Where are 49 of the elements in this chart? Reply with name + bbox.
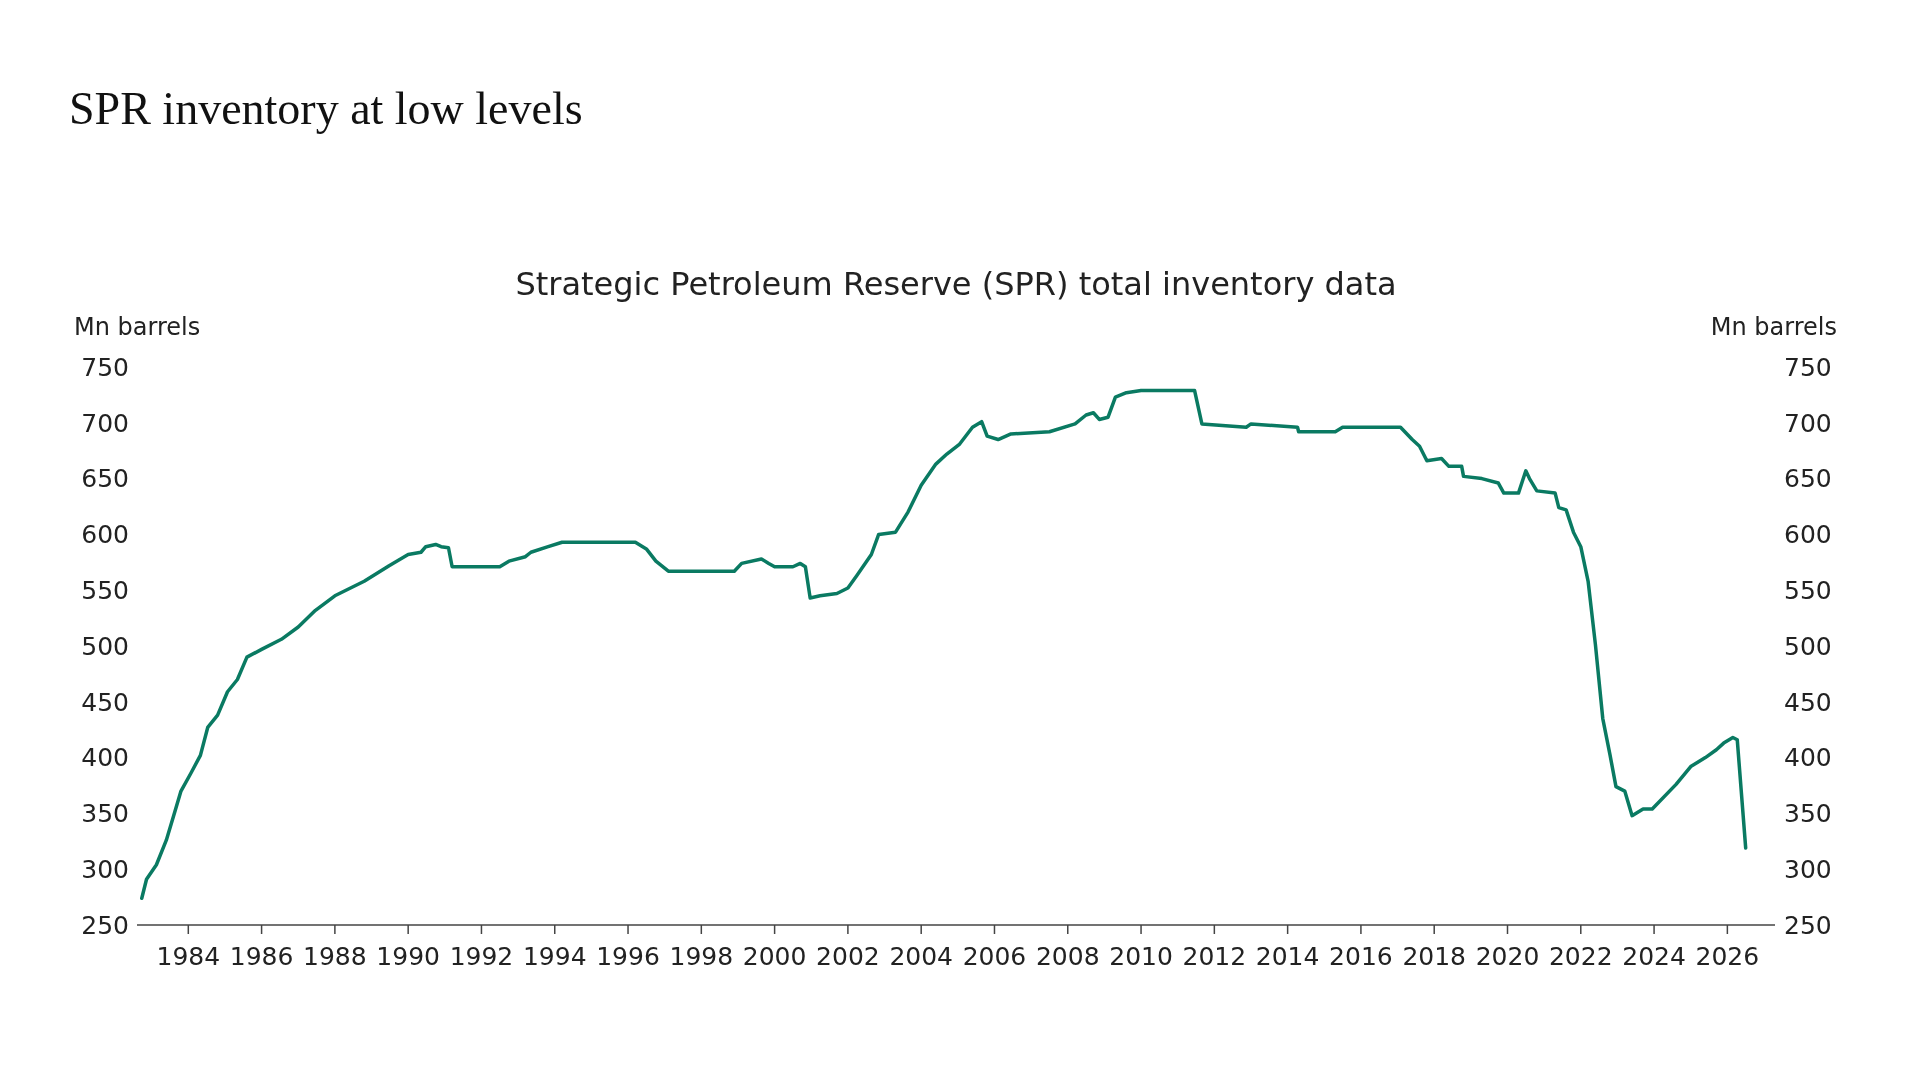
x-tick-label: 2008: [1035, 942, 1100, 971]
y2-axis-title: Mn barrels: [1710, 313, 1837, 341]
y-tick-label: 600: [81, 520, 129, 550]
y2-tick-label: 750: [1784, 352, 1832, 382]
x-tick-label: 1994: [522, 942, 587, 971]
y2-tick-label: 700: [1784, 408, 1832, 438]
x-tick-label: 2012: [1182, 942, 1247, 971]
y-tick-label: 700: [81, 408, 129, 438]
x-tick-label: 2000: [742, 942, 807, 971]
y-axis-title: Mn barrels: [74, 313, 201, 341]
x-tick-label: 2014: [1255, 942, 1320, 971]
y-tick-label: 250: [81, 910, 129, 940]
x-tick-label: 2016: [1329, 942, 1393, 971]
x-tick-label: 1998: [669, 942, 734, 971]
y-tick-label: 400: [81, 743, 129, 773]
line-series: [140, 388, 1748, 900]
y-tick-label: 550: [81, 575, 129, 605]
y2-tick-label: 450: [1784, 687, 1832, 717]
x-tick-label: 2022: [1548, 942, 1613, 971]
y2-tick-label: 400: [1784, 743, 1832, 773]
y2-tick-label: 350: [1784, 799, 1832, 829]
y2-tick-label: 600: [1784, 520, 1832, 550]
x-tick-label: 2020: [1475, 942, 1540, 971]
x-tick-label: 2010: [1109, 942, 1173, 971]
y-tick-label: 300: [81, 854, 129, 884]
chart-title: SPR inventory at low levels: [69, 83, 583, 134]
y2-tick-label: 550: [1784, 575, 1832, 605]
y2-tick-label: 250: [1784, 910, 1832, 940]
x-tick-label: 1988: [303, 942, 367, 971]
y-tick-label: 350: [81, 799, 129, 829]
chart-subtitle: Strategic Petroleum Reserve (SPR) total inventory data: [515, 265, 1397, 303]
y2-tick-label: 500: [1784, 631, 1832, 661]
y-tick-label: 650: [81, 464, 129, 494]
x-tick-label: 1986: [229, 942, 294, 971]
x-tick-label: 2006: [962, 942, 1027, 971]
x-tick-label: 2004: [889, 942, 953, 971]
x-tick-label: 2026: [1695, 942, 1760, 971]
y-tick-label: 750: [81, 352, 129, 382]
x-tick-label: 1990: [376, 942, 440, 971]
y-tick-label: 450: [81, 687, 129, 717]
x-tick-label: 2024: [1622, 942, 1686, 971]
y-tick-label: 500: [81, 631, 129, 661]
x-tick-label: 1984: [156, 942, 221, 971]
x-tick-label: 1992: [449, 942, 514, 971]
y2-tick-label: 300: [1784, 854, 1832, 884]
y2-tick-label: 650: [1784, 464, 1832, 494]
x-tick-label: 2002: [816, 942, 880, 971]
x-tick-label: 2018: [1402, 942, 1467, 971]
x-tick-label: 1996: [596, 942, 660, 971]
